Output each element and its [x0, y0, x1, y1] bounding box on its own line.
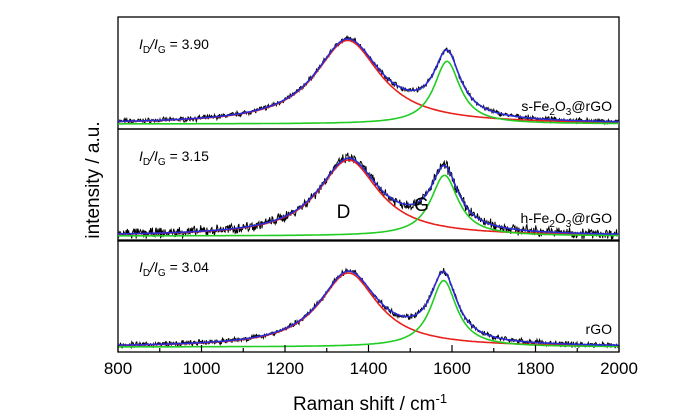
sample-label: h-Fe2O3@rGO	[521, 210, 613, 230]
x-tick-label: 1800	[517, 359, 555, 378]
id-ig-ratio-label: ID/IG = 3.90	[139, 36, 209, 56]
raw-spectrum-line	[117, 267, 620, 350]
raw-spectrum-line	[117, 152, 620, 240]
g-band-fit-line	[118, 60, 619, 125]
id-ig-ratio-label: ID/IG = 3.15	[139, 148, 209, 168]
panel-frame	[117, 239, 620, 353]
g-band-fit-line	[118, 174, 619, 237]
panel-3: ID/IG = 3.04 rGO	[117, 239, 620, 353]
panel-1: ID/IG = 3.90 s-Fe2O3@rGO	[117, 16, 620, 130]
total-fit-line	[118, 270, 619, 346]
panel-frame	[117, 128, 620, 242]
x-axis-label-superscript: -1	[435, 391, 447, 406]
sample-label: rGO	[586, 321, 613, 337]
total-fit-line	[117, 157, 620, 235]
x-tick-label: 800	[104, 359, 132, 378]
x-tick-label: 1600	[433, 359, 471, 378]
panel-2: ID/IG = 3.15 h-Fe2O3@rGO D G	[117, 128, 620, 242]
sample-label: s-Fe2O3@rGO	[521, 98, 612, 118]
chart-panels: ID/IG = 3.90 s-Fe2O3@rGO ID/IG = 3.15 h-Fe2…	[117, 16, 620, 353]
x-tick-label: 1000	[183, 359, 221, 378]
d-peak-label: D	[337, 202, 351, 223]
x-axis-label: Raman shift / cm-1	[293, 391, 447, 415]
d-band-fit-line	[118, 272, 619, 347]
id-ig-ratio-label: ID/IG = 3.04	[139, 259, 209, 279]
y-axis-label: intensity / a.u.	[83, 121, 104, 238]
x-tick-label: 2000	[600, 359, 638, 378]
x-axis-ticks: 800 1000 1200 1400 1600 1800 2000	[104, 345, 638, 378]
total-fit-line	[118, 38, 619, 123]
x-tick-label: 1200	[266, 359, 304, 378]
x-tick-label: 1400	[350, 359, 388, 378]
g-peak-label: G	[414, 195, 429, 216]
